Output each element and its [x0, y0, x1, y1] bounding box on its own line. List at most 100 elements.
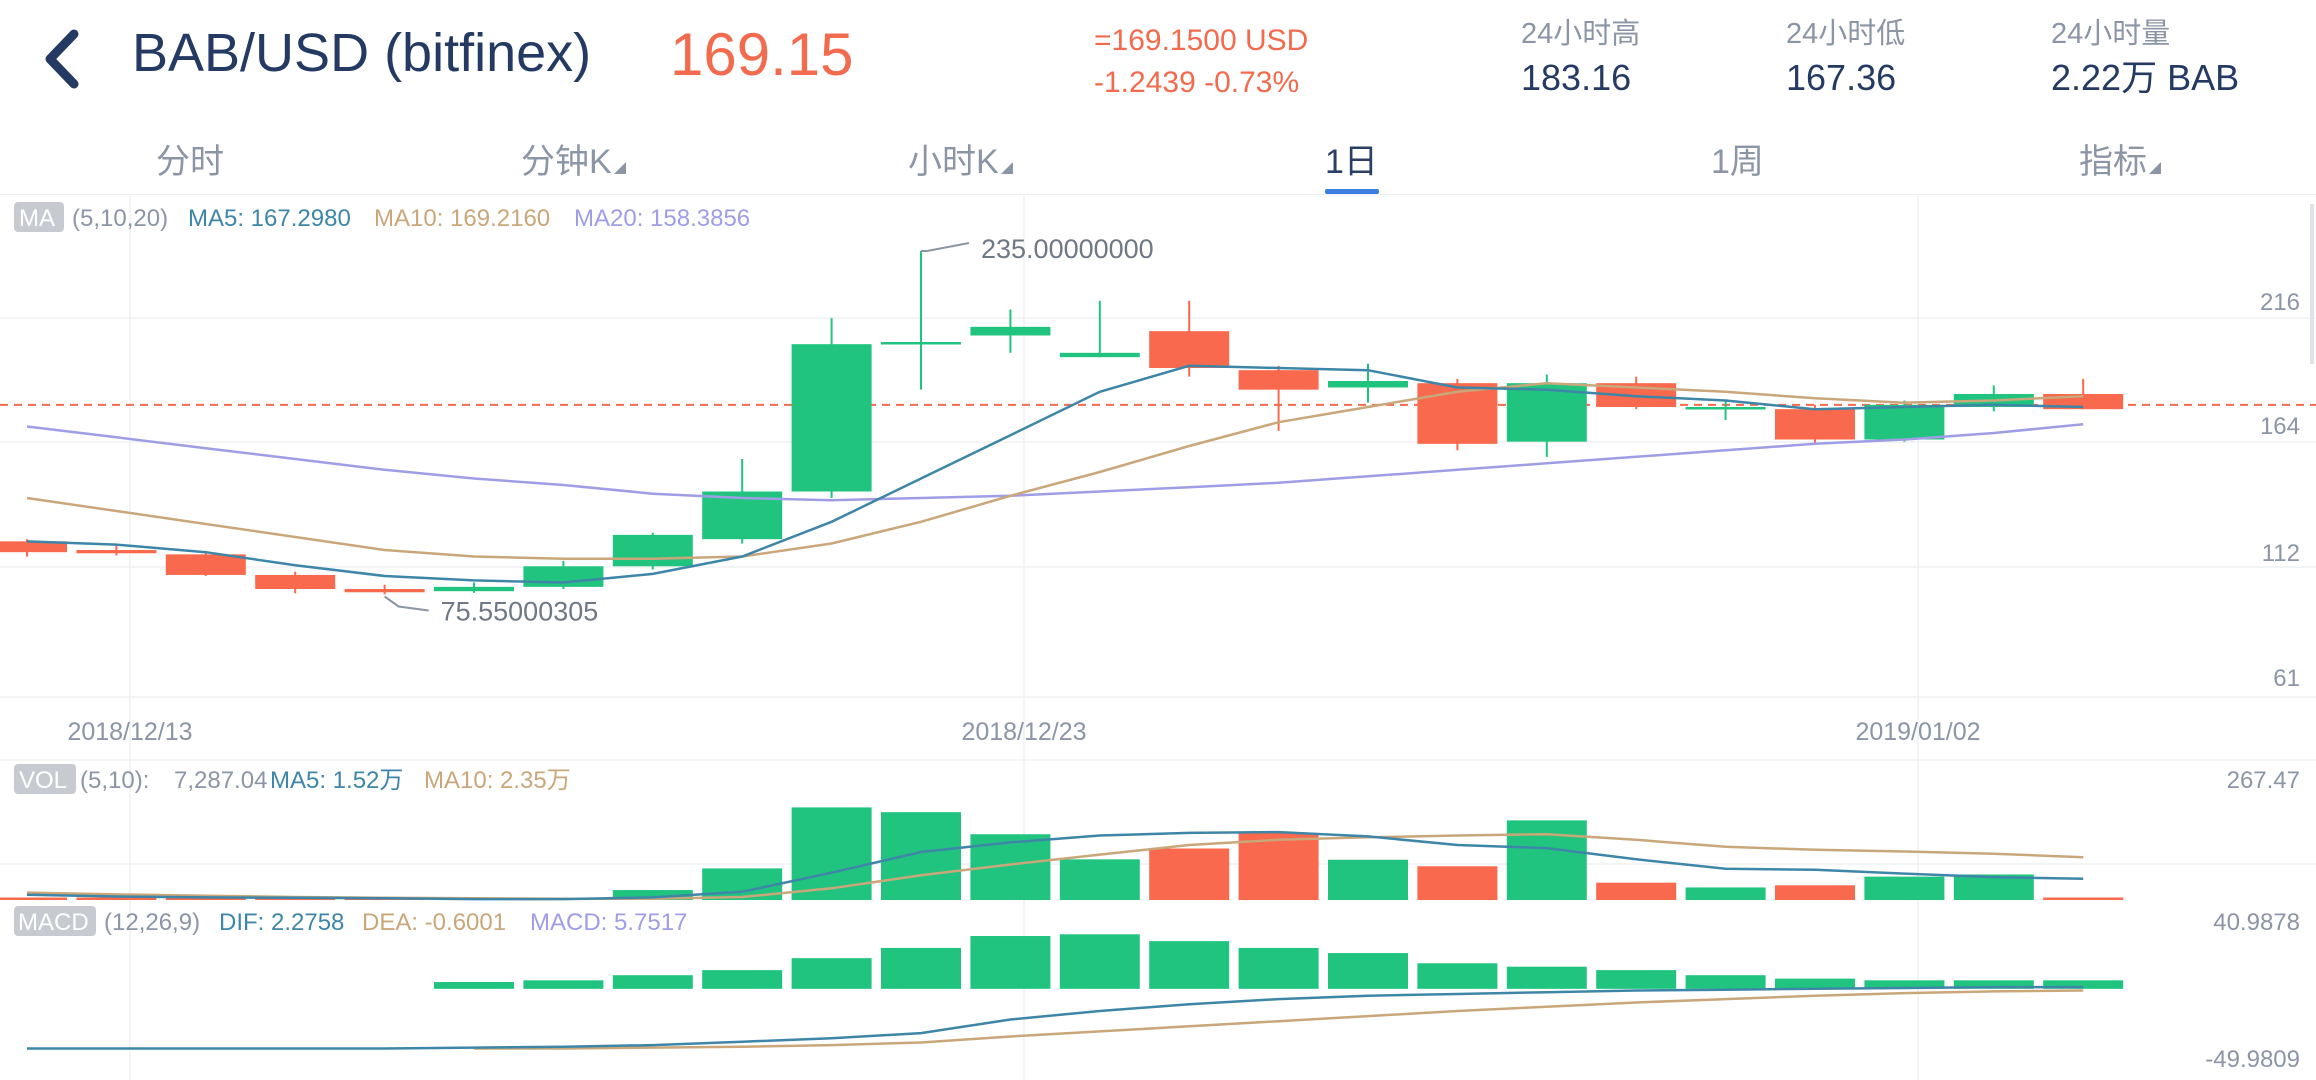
vol-ma10: MA10: 2.35万	[424, 767, 571, 794]
macd-bar	[1059, 934, 1140, 989]
macd-value: MACD: 5.7517	[530, 909, 687, 936]
tab-label: 分时	[156, 143, 224, 181]
stat-low-value: 167.36	[1786, 57, 1897, 98]
volume-bar	[2043, 897, 2124, 900]
vol-tag: VOL	[19, 767, 67, 794]
macd-bar	[881, 947, 961, 989]
macd-bar	[1238, 947, 1319, 989]
stat-low: 24小时低 167.36	[1786, 14, 1905, 102]
stat-low-label: 24小时低	[1786, 18, 1906, 50]
chevron-left-icon	[45, 29, 79, 89]
macd-params: (12,26,9)	[104, 909, 200, 936]
tab-1week[interactable]: 1周	[1711, 134, 1764, 183]
ma10-line	[26, 381, 2084, 560]
ma5-line	[26, 364, 2084, 584]
candle	[1059, 352, 1140, 358]
volume-bar	[1775, 885, 1855, 900]
macd-tag: MACD	[18, 909, 89, 936]
macd-max-label: 40.9878	[2213, 909, 2300, 936]
tab-label: 分钟K	[521, 143, 612, 181]
macd-bar	[702, 970, 783, 989]
price-legend: MA (5,10,20) MA5: 167.2980 MA10: 169.216…	[14, 202, 750, 232]
ma-tag-bg	[14, 202, 64, 232]
volume-legend: VOL (5,10): 7,287.04 MA5: 1.52万 MA10: 2.…	[14, 764, 571, 794]
candle	[791, 344, 872, 492]
macd-bar	[1149, 941, 1230, 989]
tab-label: 1日	[1325, 143, 1378, 181]
macd-bar	[1775, 978, 1855, 989]
volume-bar	[76, 897, 157, 900]
candle	[1506, 383, 1587, 442]
kline-chart[interactable]: MA (5,10,20) MA5: 167.2980 MA10: 169.216…	[0, 194, 2316, 1080]
macd-legend: MACD (12,26,9) DIF: 2.2758 DEA: -0.6001 …	[14, 906, 687, 936]
macd-min-label: -49.9809	[2205, 1046, 2300, 1073]
x-tick-label: 2018/12/23	[961, 718, 1086, 746]
ma10-value: MA10: 169.2160	[374, 205, 550, 232]
volume-bar	[1596, 882, 1677, 900]
candle	[881, 341, 961, 345]
dropdown-triangle-icon	[2149, 162, 2161, 174]
macd-bar	[1685, 975, 1766, 989]
pair-title: BAB/USD (bitfinex)	[132, 23, 592, 83]
stat-high: 24小时高 183.16	[1521, 14, 1640, 102]
tab-label: 小时K	[908, 143, 999, 181]
stat-high-label: 24小时高	[1521, 18, 1641, 50]
candle	[0, 541, 67, 553]
macd-dif: DIF: 2.2758	[219, 909, 344, 936]
tab-minute-k[interactable]: 分钟K	[521, 134, 626, 183]
dropdown-triangle-icon	[1000, 162, 1013, 174]
volume-bar	[1059, 859, 1140, 900]
volume-bar	[1328, 859, 1408, 900]
candle	[434, 586, 514, 592]
volume-bar	[1685, 887, 1766, 900]
tab-hour-k[interactable]: 小时K	[908, 134, 1013, 183]
min-annotation-leader	[384, 595, 429, 612]
tab-label: 指标	[2079, 143, 2147, 181]
macd-bar	[1417, 963, 1498, 989]
min-annotation: 75.55000305	[441, 596, 599, 626]
candle	[344, 589, 425, 593]
back-button[interactable]	[34, 24, 94, 94]
candle	[1685, 407, 1766, 410]
dif-line	[27, 985, 2084, 1050]
vol-ma5: MA5: 1.52万	[270, 767, 403, 794]
macd-bar	[791, 958, 872, 989]
stat-volume-value: 2.22万 BAB	[2051, 57, 2240, 98]
vol-tag-bg	[14, 764, 76, 794]
macd-bar	[1864, 980, 1945, 989]
x-tick-label: 2019/01/02	[1855, 718, 1980, 746]
volume-bar	[881, 812, 961, 900]
y-tick-label: 164	[2260, 413, 2300, 440]
ma5-value: MA5: 167.2980	[188, 205, 351, 232]
price-change-info: =169.1500 USD -1.2439 -0.73%	[1094, 20, 1308, 104]
volume-bar	[165, 897, 246, 900]
macd-bar	[1596, 970, 1677, 989]
tab-indicators[interactable]: 指标	[2079, 134, 2161, 183]
macd-bar	[1953, 980, 2034, 989]
macd-bar	[523, 980, 604, 989]
candle	[1328, 381, 1408, 388]
volume-bar	[1149, 848, 1230, 900]
converted-price: =169.1500 USD	[1094, 24, 1309, 57]
candle	[165, 554, 246, 575]
volume-ma5-line	[26, 830, 2084, 901]
y-tick-label: 61	[2273, 665, 2300, 692]
tab-timeshare[interactable]: 分时	[156, 134, 224, 183]
candle	[1775, 409, 1855, 440]
tab-1day[interactable]: 1日	[1325, 134, 1378, 183]
macd-dea: DEA: -0.6001	[362, 909, 506, 936]
volume-bar	[791, 807, 872, 900]
macd-bar	[612, 975, 693, 989]
dropdown-triangle-icon	[613, 162, 626, 174]
price-change: -1.2439 -0.73%	[1094, 66, 1300, 99]
vol-params: (5,10):	[80, 767, 149, 794]
ma20-value: MA20: 158.3856	[574, 205, 750, 232]
candles-layer	[0, 250, 2124, 595]
volume-bars-layer	[0, 807, 2124, 900]
candle	[970, 326, 1051, 336]
last-price: 169.15	[670, 21, 854, 88]
header-bar: BAB/USD (bitfinex) 169.15 =169.1500 USD …	[0, 0, 2316, 120]
max-annotation: 235.00000000	[981, 234, 1154, 264]
interval-tabs: 分时 分钟K 小时K 1日 1周 指标	[0, 124, 2316, 195]
stat-high-value: 183.16	[1521, 57, 1632, 98]
